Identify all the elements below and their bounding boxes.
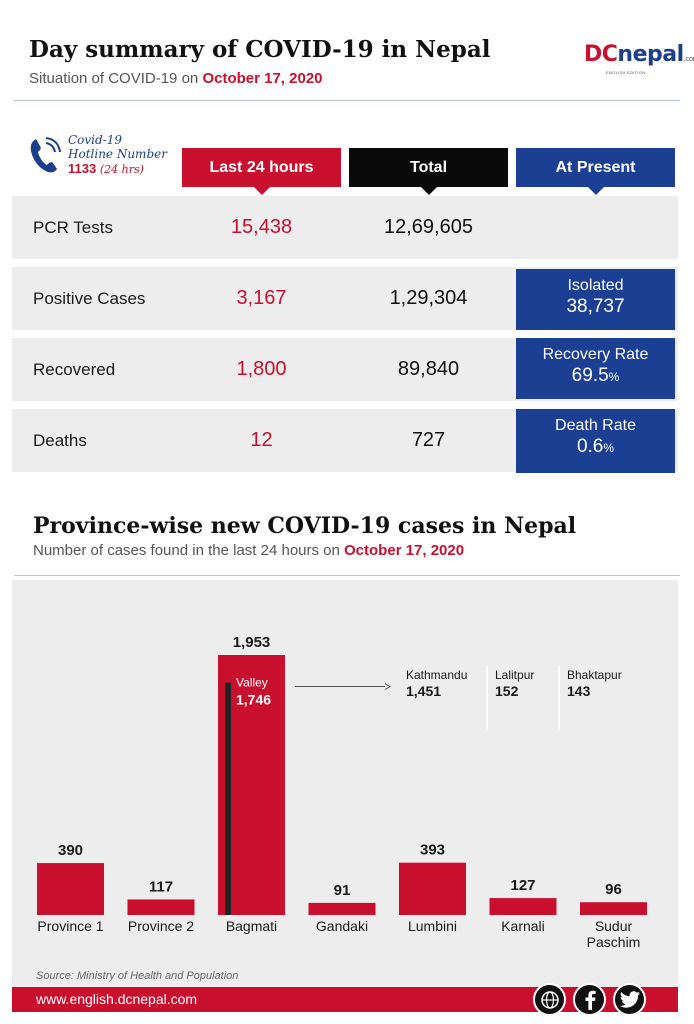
category-label: Province 2 <box>128 918 194 934</box>
bar-value-label: 91 <box>334 882 351 899</box>
stat-row-pcr: PCR Tests 15,438 12,69,605 <box>12 196 678 259</box>
bar-karnali <box>489 898 557 915</box>
bar-value-label: 117 <box>149 878 173 895</box>
bar-province-1 <box>37 863 104 915</box>
bar-value-label: 127 <box>510 877 535 894</box>
bar-value-label: 1,953 <box>233 634 271 651</box>
row-last24-value: 15,438 <box>230 216 293 238</box>
row-total-value: 89,840 <box>397 358 460 380</box>
page-title: Day summary of COVID-19 in Nepal <box>29 36 491 63</box>
twitter-icon[interactable] <box>613 983 646 1016</box>
bar-lumbini <box>399 862 466 915</box>
site-url[interactable]: www.english.dcnepal.com <box>36 991 198 1007</box>
valley-district-name: Lalitpur <box>495 668 534 682</box>
valley-district-name: Kathmandu <box>406 668 467 682</box>
stat-row-deaths: Deaths 12 727 Death Rate 0.6% <box>12 409 678 473</box>
category-label: Bagmati <box>226 918 277 934</box>
row-last24-value: 12 <box>250 429 273 451</box>
present-box-recovery-rate: Recovery Rate 69.5% <box>516 338 675 399</box>
province-bar-chart: 390 Province 1 117 Province 2 1,953 Bagmati 91… <box>37 634 647 950</box>
column-header-total: Total <box>349 148 508 195</box>
facebook-icon[interactable] <box>573 983 606 1016</box>
phone-icon <box>30 137 61 173</box>
column-header-present: At Present <box>516 148 675 195</box>
bar-sudur-paschim <box>580 902 647 915</box>
valley-label: Valley <box>236 676 268 690</box>
bar-value-label: 393 <box>420 842 445 859</box>
row-total-value: 12,69,605 <box>384 216 473 238</box>
hotline-number: 1133 (24 hrs) <box>68 161 144 176</box>
row-total-value: 727 <box>411 429 446 451</box>
footer-bar: www.english.dcnepal.com <box>12 987 678 1012</box>
category-label: Gandaki <box>316 918 368 934</box>
category-label: Lumbini <box>408 918 457 934</box>
bar-province-2 <box>127 899 195 915</box>
valley-district-value: 152 <box>495 683 519 699</box>
province-divider <box>14 575 680 576</box>
province-title: Province-wise new COVID-19 cases in Nepa… <box>33 513 577 539</box>
column-header-last24: Last 24 hours <box>182 148 341 195</box>
stat-row-positive: Positive Cases 3,167 1,29,304 Isolated 3… <box>12 267 678 330</box>
category-label: Province 1 <box>37 918 103 934</box>
valley-district-value: 1,451 <box>406 683 441 699</box>
source-note: Source: Ministry of Health and Populatio… <box>36 970 239 982</box>
row-last24-value: 1,800 <box>236 358 287 380</box>
hotline-block: Covid-19 Hotline Number 1133 (24 hrs) <box>28 133 188 183</box>
bar-value-label: 390 <box>58 842 83 859</box>
valley-arrow-head <box>384 683 391 690</box>
www-icon[interactable] <box>533 983 566 1016</box>
valley-district-name: Bhaktapur <box>567 668 622 682</box>
header-divider <box>14 100 680 101</box>
row-label: PCR Tests <box>33 217 113 237</box>
bar-gandaki <box>308 902 376 915</box>
present-box-death-rate: Death Rate 0.6% <box>516 409 675 473</box>
category-label: Paschim <box>587 934 641 950</box>
valley-value-label: 1,746 <box>236 692 271 708</box>
category-label: Sudur <box>595 918 633 934</box>
province-subtitle: Number of cases found in the last 24 hou… <box>33 542 465 559</box>
province-chart-area: 390 Province 1 117 Province 2 1,953 Bagmati 91… <box>12 580 678 988</box>
valley-district-value: 143 <box>567 683 591 699</box>
category-label: Karnali <box>501 918 545 934</box>
valley-bar <box>225 682 231 915</box>
page-subtitle: Situation of COVID-19 on October 17, 202… <box>29 70 323 87</box>
row-last24-value: 3,167 <box>236 287 287 309</box>
row-label: Positive Cases <box>33 288 146 308</box>
row-label: Deaths <box>33 430 87 450</box>
dcnepal-logo: DCnepal.com ENGLISH EDITION <box>584 42 694 75</box>
present-box-isolated: Isolated 38,737 <box>516 269 675 330</box>
bar-value-label: 96 <box>605 881 622 898</box>
row-label: Recovered <box>33 359 116 379</box>
summary-date: October 17, 2020 <box>202 70 323 87</box>
row-total-value: 1,29,304 <box>389 287 468 309</box>
stat-row-recovered: Recovered 1,800 89,840 Recovery Rate 69.… <box>12 338 678 401</box>
